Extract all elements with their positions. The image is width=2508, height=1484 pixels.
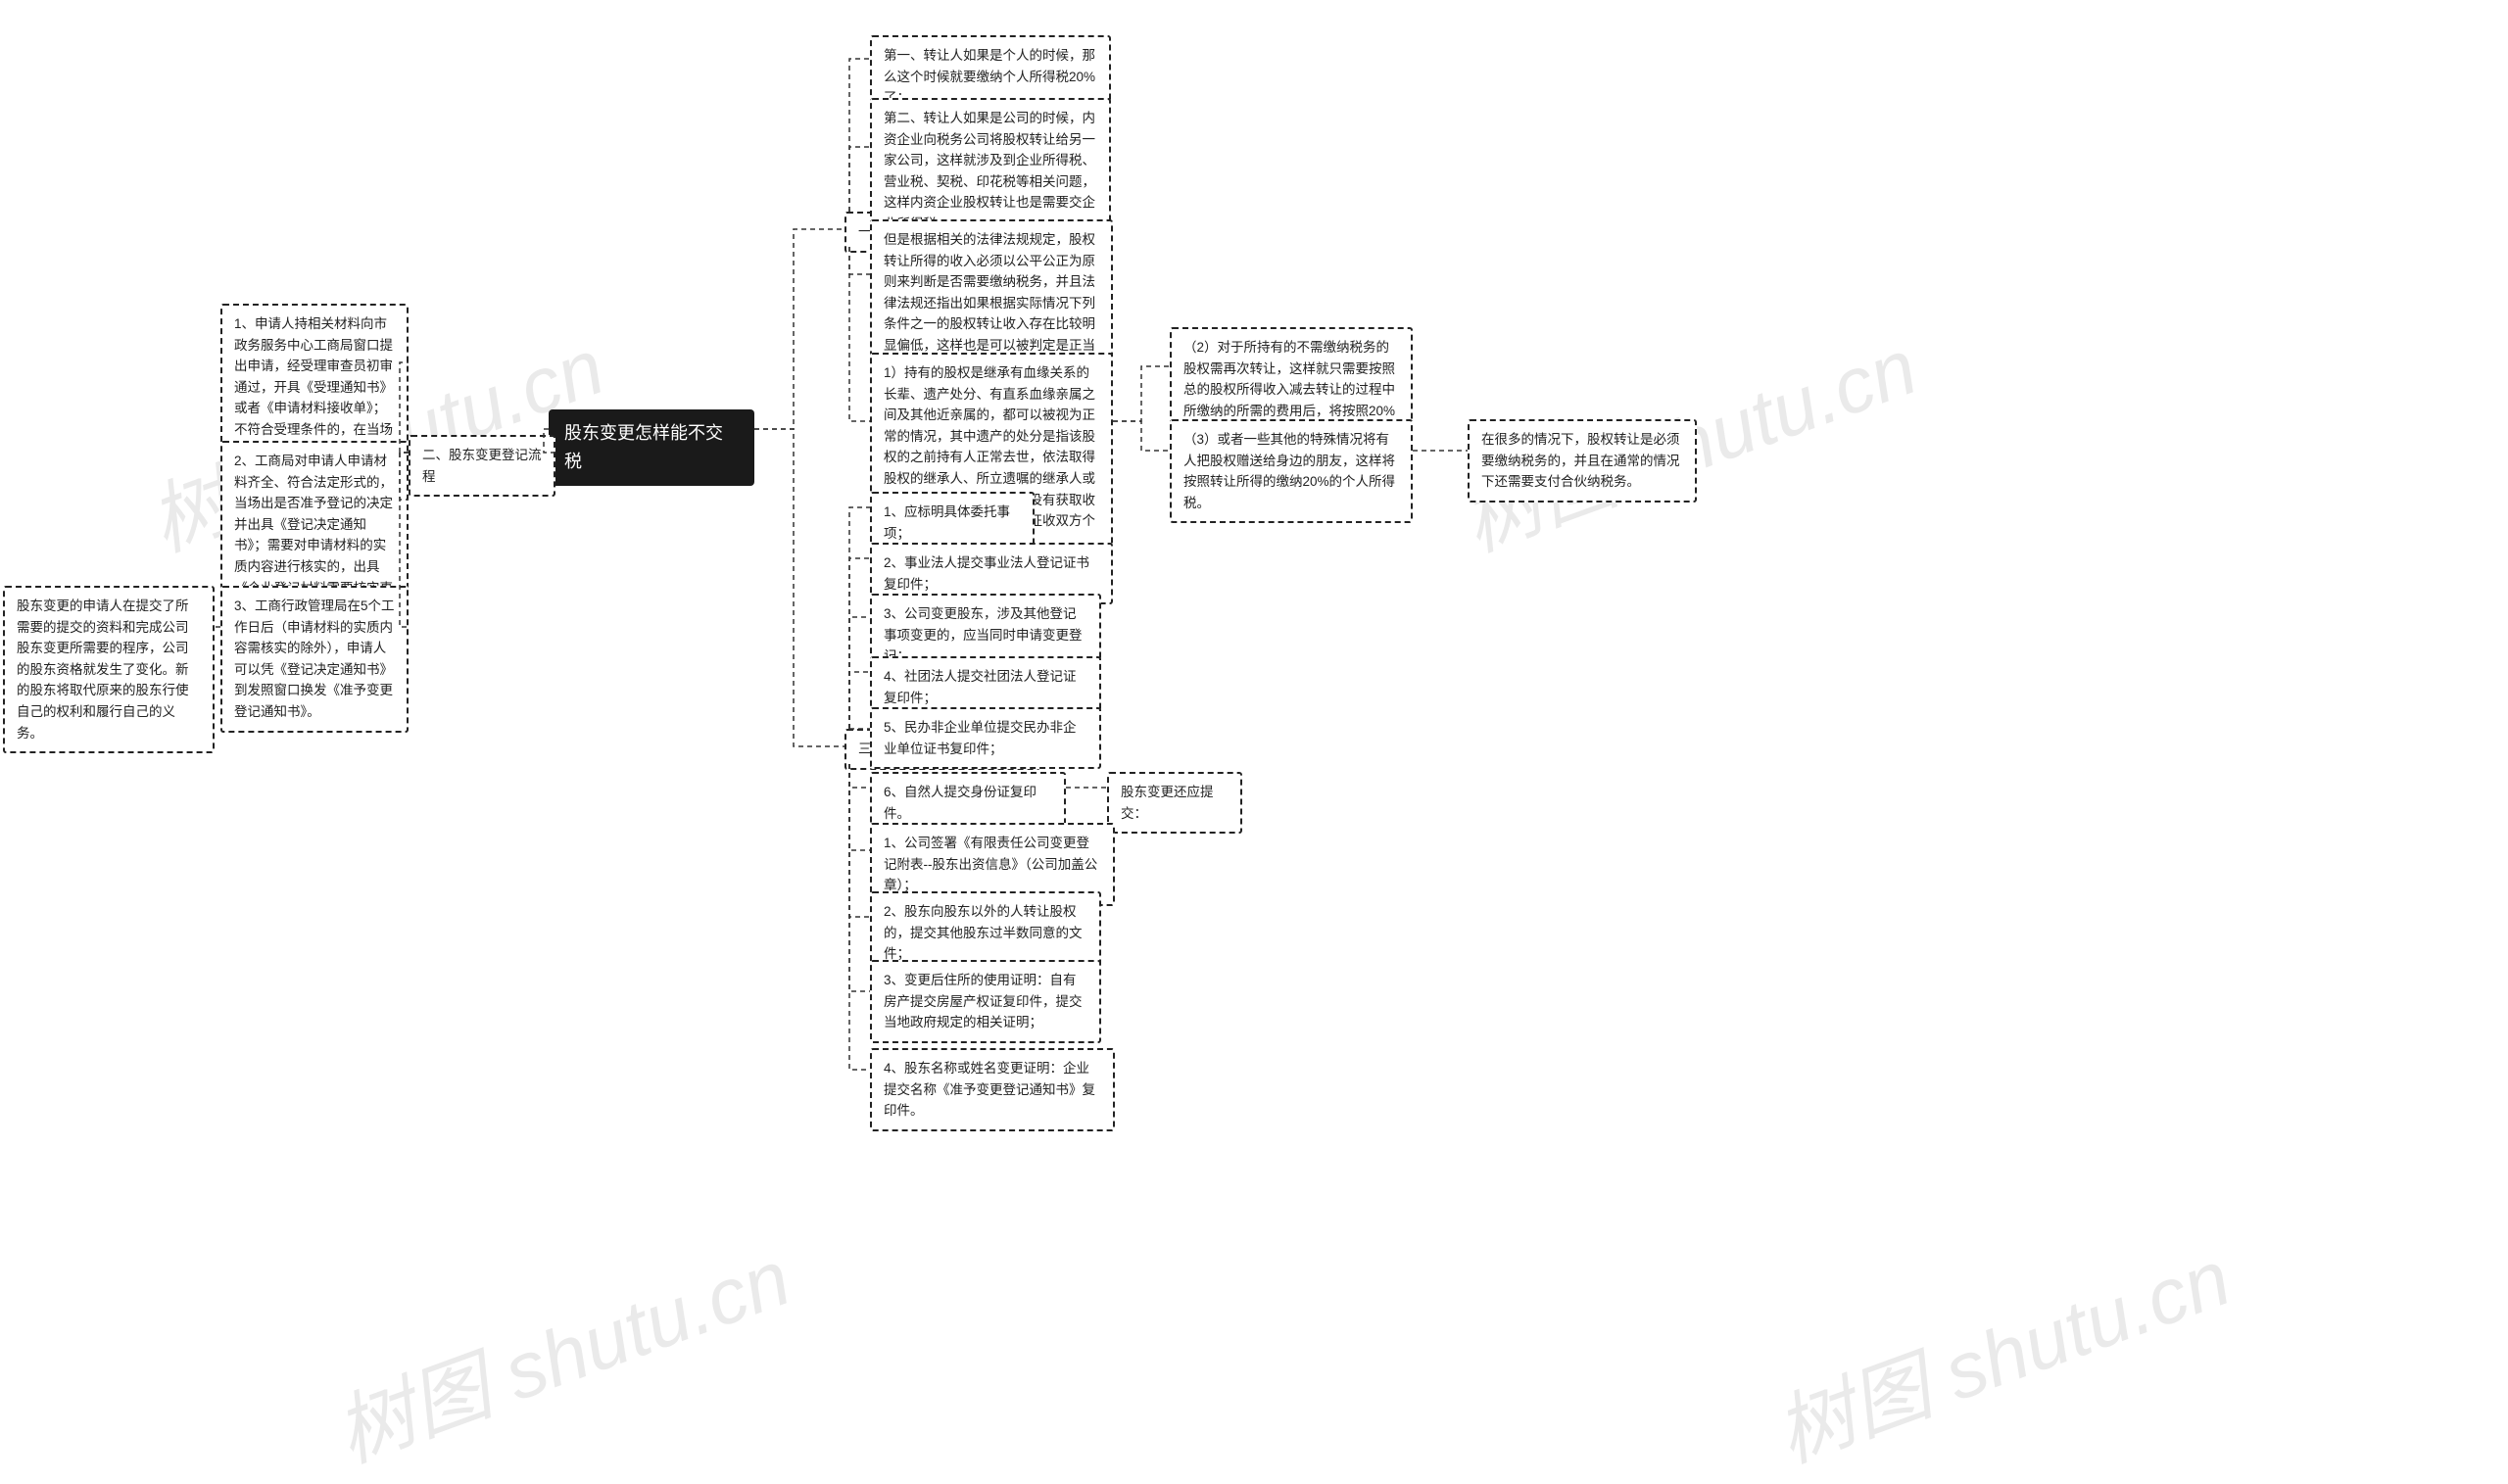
watermark: 树图 shutu.cn [318, 1216, 803, 1484]
watermark: 树图 shutu.cn [1759, 1216, 2243, 1484]
branch-3-child-6a: 股东变更还应提交： [1107, 772, 1242, 834]
branch-2: 二、股东变更登记流程 [409, 435, 555, 497]
branch-1-child-4b: （3）或者一些其他的特殊情况将有人把股权赠送给身边的朋友，这样将按照转让所得的缴… [1170, 419, 1413, 523]
mindmap-root: 股东变更怎样能不交税 [549, 409, 754, 486]
branch-1-child-4b1: 在很多的情况下，股权转让是必须要缴纳税务的，并且在通常的情况下还需要支付合伙纳税… [1468, 419, 1697, 503]
branch-3-child-9: 3、变更后住所的使用证明：自有房产提交房屋产权证复印件，提交当地政府规定的相关证… [870, 960, 1101, 1043]
branch-3-child-5: 5、民办非企业单位提交民办非企业单位证书复印件； [870, 707, 1101, 769]
branch-2-child-3a: 股东变更的申请人在提交了所需要的提交的资料和完成公司股东变更所需要的程序，公司的… [3, 586, 215, 753]
branch-2-child-3: 3、工商行政管理局在5个工作日后（申请材料的实质内容需核实的除外），申请人可以凭… [220, 586, 409, 733]
branch-3-child-10: 4、股东名称或姓名变更证明：企业提交名称《准予变更登记通知书》复印件。 [870, 1048, 1115, 1131]
